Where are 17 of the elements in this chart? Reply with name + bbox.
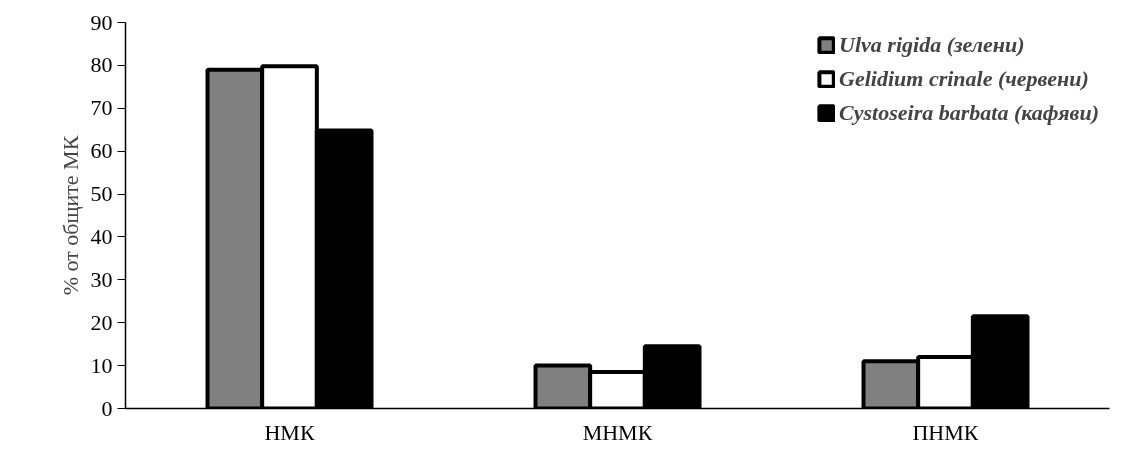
y-tick-label: 20	[90, 309, 113, 335]
y-tick-label: 90	[90, 9, 113, 35]
y-tick-label: 10	[90, 352, 113, 378]
y-tick-label: 50	[90, 181, 113, 207]
x-tick-label: ПНМК	[912, 419, 979, 445]
legend-label: Ulva rigida (зелени)	[839, 32, 1025, 58]
y-tick-label: 80	[90, 52, 113, 78]
x-tick-label: НМК	[264, 419, 315, 445]
y-tick-label: 0	[101, 395, 113, 421]
y-tick-label: 70	[90, 95, 113, 121]
y-tick-label: 60	[90, 138, 113, 164]
y-axis-title: % от общите МК	[57, 135, 83, 296]
legend-label: Gelidium crinale (червени)	[839, 66, 1089, 92]
y-tick-label: 30	[90, 266, 113, 292]
x-tick-label: МНМК	[582, 419, 653, 445]
y-tick-label: 40	[90, 223, 113, 249]
legend-label: Cystoseira barbata (кафяви)	[839, 100, 1099, 126]
